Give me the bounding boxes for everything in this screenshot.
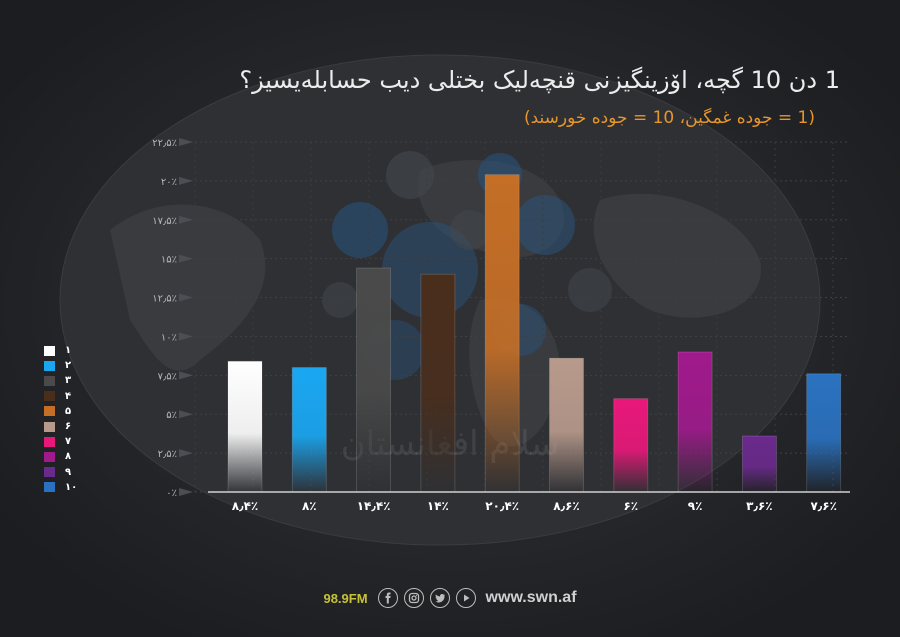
- data-label-9: ۳٫۶٪: [746, 499, 772, 513]
- legend-swatch: [44, 391, 55, 402]
- legend-label: ۱۰: [65, 481, 78, 493]
- y-tick-label: ۷٫۵٪: [158, 371, 177, 382]
- data-label-5: ۲۰٫۴٪: [485, 499, 519, 513]
- legend-item: ۹: [44, 467, 77, 478]
- y-tick-marker: [179, 215, 193, 224]
- legend-swatch: [44, 436, 55, 447]
- legend-swatch: [44, 375, 55, 386]
- y-tick-marker: [179, 449, 193, 458]
- legend-swatch: [44, 345, 55, 356]
- legend-item: ۱: [44, 345, 77, 356]
- radio-frequency: 98.9FM: [323, 590, 368, 606]
- bar-3: [356, 268, 391, 492]
- y-tick-label: ۲۰٪: [161, 177, 177, 188]
- legend-swatch: [44, 482, 55, 493]
- legend-swatch: [44, 451, 55, 462]
- y-tick-marker: [179, 410, 193, 419]
- y-tick-marker: [179, 332, 193, 341]
- legend-item: ۸: [44, 451, 77, 462]
- legend-label: ۷: [65, 436, 72, 448]
- data-label-2: ۸٪: [302, 499, 317, 513]
- y-tick-label: ۰٪: [166, 488, 177, 499]
- legend-label: ۹: [65, 466, 72, 478]
- legend-label: ۶: [65, 421, 72, 433]
- data-label-4: ۱۴٪: [427, 499, 449, 513]
- legend-swatch: [44, 467, 55, 478]
- legend-swatch: [44, 360, 55, 371]
- bar-7: [613, 398, 648, 492]
- instagram-icon[interactable]: [403, 588, 424, 608]
- y-tick-label: ۵٪: [166, 410, 177, 421]
- y-tick-label: ۱۲٫۵٪: [152, 294, 177, 305]
- bar-1: [228, 361, 262, 492]
- data-label-3: ۱۴٫۴٪: [357, 499, 391, 513]
- facebook-icon[interactable]: [377, 588, 398, 608]
- legend-label: ۵: [65, 405, 72, 417]
- y-tick-marker: [179, 254, 193, 263]
- legend: ۱ ۲ ۳ ۴ ۵ ۶ ۷ ۸ ۹ ۱۰: [44, 345, 77, 497]
- legend-item: ۱۰: [44, 482, 77, 493]
- chart-title: 1 دن 10 گچه، اۆزینگیزنی قنچه‌لیک بختلی د…: [239, 66, 840, 94]
- legend-label: ۸: [65, 451, 72, 463]
- data-label-7: ۶٪: [623, 499, 638, 513]
- y-tick-marker: [179, 176, 193, 185]
- play-icon[interactable]: [455, 588, 476, 608]
- y-tick-label: ۱۷٫۵٪: [152, 216, 177, 227]
- legend-item: ۲: [44, 360, 77, 371]
- chart-subtitle: (1 = جوده غمگین، 10 = جوده خورسند): [523, 108, 815, 128]
- legend-label: ۳: [65, 375, 72, 387]
- legend-swatch: [44, 421, 55, 432]
- legend-item: ۳: [44, 375, 77, 386]
- y-tick-label: ۲۲٫۵٪: [152, 138, 177, 149]
- y-tick-marker: [179, 488, 193, 496]
- website-url[interactable]: www.swn.af: [485, 589, 577, 606]
- y-tick-label: ۱۵٪: [161, 255, 177, 266]
- footer: 98.9FM www.swn.af: [0, 588, 900, 608]
- y-tick-marker: [179, 138, 193, 146]
- legend-item: ۵: [44, 406, 77, 417]
- bar-6: [549, 358, 584, 492]
- legend-label: ۲: [65, 360, 72, 372]
- bar-9: [742, 436, 777, 492]
- legend-swatch: [44, 406, 55, 417]
- legend-item: ۶: [44, 421, 77, 432]
- legend-item: ۴: [44, 391, 77, 402]
- twitter-icon[interactable]: [429, 588, 450, 608]
- data-label-6: ۸٫۶٪: [553, 499, 579, 513]
- legend-label: ۴: [65, 390, 72, 402]
- data-label-1: ۸٫۴٪: [232, 499, 258, 513]
- y-tick-marker: [179, 371, 193, 380]
- y-tick-label: ۲٫۵٪: [158, 449, 177, 460]
- legend-label: ۱: [65, 345, 72, 357]
- bar-8: [678, 352, 713, 492]
- bar-4: [420, 274, 455, 492]
- data-label-10: ۷٫۶٪: [810, 499, 836, 513]
- bar-2: [292, 367, 327, 492]
- bar-5: [485, 174, 520, 492]
- data-label-8: ۹٪: [688, 499, 703, 513]
- y-tick-marker: [179, 293, 193, 302]
- legend-item: ۷: [44, 436, 77, 447]
- bar-10: [806, 373, 841, 492]
- y-tick-label: ۱۰٪: [161, 332, 177, 343]
